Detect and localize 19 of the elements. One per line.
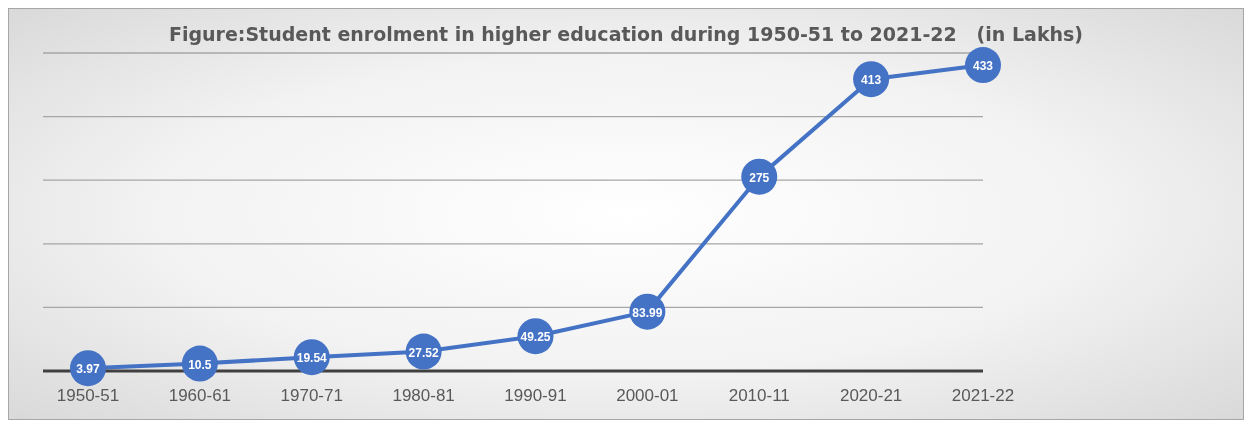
data-label: 49.25 <box>520 330 551 345</box>
x-tick-label: 2021-22 <box>951 386 1015 406</box>
data-label: 27.52 <box>408 345 439 360</box>
chart-title: Figure:Student enrolment in higher education during 1950-51 to 2021-22 (in Lakhs) <box>167 22 1085 45</box>
x-tick-label: 1980-81 <box>392 386 455 406</box>
data-label: 10.5 <box>188 357 212 372</box>
data-label: 19.54 <box>296 351 328 366</box>
x-tick-label: 2010-11 <box>728 386 790 406</box>
x-tick-label: 2000-01 <box>616 386 679 406</box>
x-tick-label: 2020-21 <box>839 386 903 406</box>
data-label: 413 <box>861 73 882 88</box>
data-label: 433 <box>972 59 994 74</box>
x-tick-label: 1990-91 <box>504 386 567 406</box>
data-label: 3.97 <box>76 362 100 377</box>
x-tick-label: 1950-51 <box>56 386 120 406</box>
data-label: 275 <box>749 170 770 185</box>
data-label: 83.99 <box>632 305 663 320</box>
x-tick-label: 1960-61 <box>168 386 232 406</box>
x-tick-label: 1970-71 <box>280 386 343 406</box>
